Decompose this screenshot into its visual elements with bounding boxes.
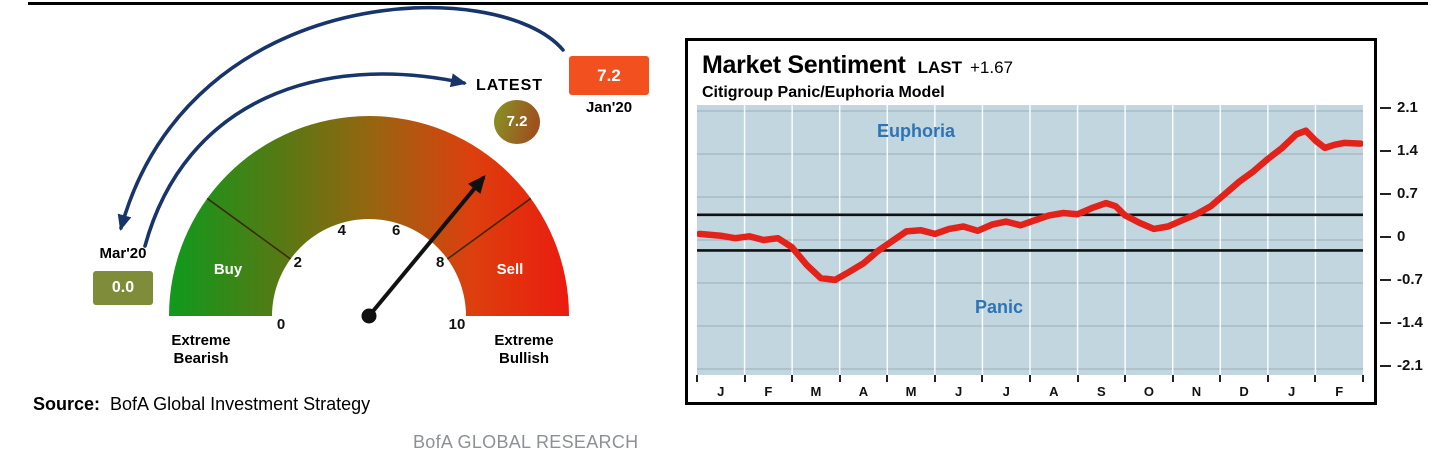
x-tick-mark <box>1266 375 1269 382</box>
gauge-tick-label: 6 <box>392 222 401 240</box>
x-tick-mark <box>1076 375 1079 382</box>
chart-subtitle: Citigroup Panic/Euphoria Model <box>702 84 945 101</box>
x-tick-mark <box>1219 375 1222 382</box>
latest-label: LATEST <box>476 77 544 94</box>
gauge-tick-label: 0 <box>276 316 286 333</box>
month-label: J <box>1002 384 1010 399</box>
x-tick-mark <box>791 375 794 382</box>
y-tick-label: 0 <box>1397 228 1406 245</box>
y-tick-mark <box>1380 279 1391 281</box>
gauge-ring <box>169 116 569 316</box>
x-tick-mark <box>886 375 889 382</box>
month-label: N <box>1191 384 1202 399</box>
mar-value-box: 0.0 <box>93 271 153 305</box>
month-label: F <box>764 384 773 399</box>
arrow-mar-to-latest <box>143 72 467 248</box>
month-label: M <box>810 384 822 399</box>
x-tick-mark <box>1171 375 1174 382</box>
y-tick-label: -0.7 <box>1397 271 1423 288</box>
bofa-global-research-watermark: BofA GLOBAL RESEARCH <box>413 432 639 452</box>
gauge-needle-pivot <box>361 308 377 324</box>
gauge-sell-label: Sell <box>496 261 524 278</box>
month-label: M <box>905 384 917 399</box>
gauge-tick-label: 8 <box>436 254 445 272</box>
sentiment-chart-panel: Market Sentiment LAST +1.67 Citigroup Pa… <box>685 38 1377 405</box>
chart-title: Market Sentiment <box>702 51 906 79</box>
euphoria-region-label: Euphoria <box>877 121 956 141</box>
x-tick-mark <box>1314 375 1317 382</box>
x-tick-mark <box>933 375 936 382</box>
month-label: O <box>1143 384 1154 399</box>
gauge-tick-label: 10 <box>448 316 466 333</box>
y-tick-mark <box>1380 365 1391 367</box>
gauge-tick-label: 4 <box>337 222 346 240</box>
gauge-extreme-bearish-label: Extreme Bearish <box>171 332 231 367</box>
x-tick-mark <box>838 375 841 382</box>
y-tick-mark <box>1380 107 1391 109</box>
last-value: +1.67 <box>969 58 1013 77</box>
y-tick-label: -2.1 <box>1397 357 1423 374</box>
y-tick-mark <box>1380 236 1391 238</box>
x-tick-mark <box>1124 375 1127 382</box>
y-tick-label: 0.7 <box>1397 185 1418 202</box>
jan-value-box: 7.2 <box>569 56 649 95</box>
y-tick-label: 2.1 <box>1397 99 1418 116</box>
month-label: A <box>1049 384 1059 399</box>
month-label: D <box>1239 384 1249 399</box>
plot-area: Euphoria Panic <box>697 105 1363 375</box>
top-border-line <box>28 2 1428 5</box>
gauge-zone-divider <box>447 197 532 260</box>
source-text: BofA Global Investment Strategy <box>110 394 371 414</box>
month-label: J <box>717 384 725 399</box>
month-label: J <box>1288 384 1296 399</box>
y-tick-mark <box>1380 150 1391 152</box>
month-label: S <box>1097 384 1106 399</box>
jan-date-label: Jan'20 <box>585 99 633 116</box>
y-axis: 2.1 1.4 0.7 0 -0.7 -1.4 -2.1 <box>1377 38 1446 418</box>
gauge-tick-label: 2 <box>293 254 302 272</box>
x-tick-mark <box>743 375 746 382</box>
sentiment-line-chart <box>697 105 1363 375</box>
y-tick-label: -1.4 <box>1397 314 1423 331</box>
gauge-extreme-bullish-label: Extreme Bullish <box>494 332 554 367</box>
x-tick-mark <box>981 375 984 382</box>
sentiment-series-line <box>697 127 1363 284</box>
month-label: J <box>955 384 963 399</box>
y-tick-mark <box>1380 322 1391 324</box>
source-line: Source: BofA Global Investment Strategy <box>33 394 370 415</box>
y-tick-mark <box>1380 193 1391 195</box>
gauge-buy-label: Buy <box>213 261 243 278</box>
mar-date-label: Mar'20 <box>99 245 147 262</box>
source-label: Source: <box>33 394 101 414</box>
panic-region-label: Panic <box>975 297 1024 317</box>
gauge-zone-divider <box>206 197 291 260</box>
month-label: A <box>858 384 869 399</box>
latest-value-badge: 7.2 <box>494 100 540 144</box>
month-label: F <box>1335 384 1344 399</box>
sentiment-title-row: Market Sentiment LAST +1.67 <box>702 51 1013 80</box>
x-tick-mark <box>1029 375 1031 382</box>
x-tick-mark <box>696 375 698 382</box>
y-tick-label: 1.4 <box>1397 142 1418 159</box>
gauge-needle <box>367 174 486 318</box>
x-tick-mark <box>1362 375 1364 382</box>
last-label: LAST <box>917 58 962 77</box>
